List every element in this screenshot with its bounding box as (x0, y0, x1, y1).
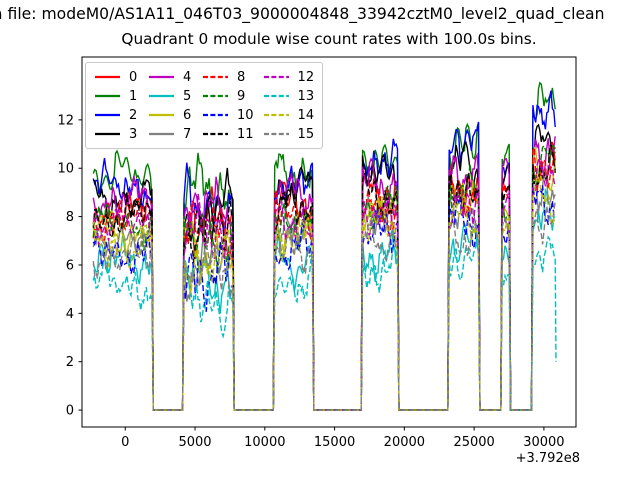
series-line-12 (93, 158, 556, 411)
series-line-5 (92, 187, 556, 411)
legend-label: 10 (237, 107, 254, 123)
legend-line-swatch-icon (149, 94, 174, 98)
series-line-9 (92, 144, 556, 411)
legend-line-swatch-icon (95, 94, 120, 98)
x-tick-label: 30000 (523, 435, 564, 450)
y-tick-label: 2 (66, 355, 74, 370)
legend-label: 13 (297, 88, 315, 104)
legend-label: 5 (183, 88, 192, 104)
series-line-4 (92, 136, 556, 411)
series-line-7 (92, 170, 556, 411)
legend-label: 12 (297, 69, 315, 85)
legend-label: 3 (129, 126, 138, 142)
legend-column: 0 1 2 3 (94, 68, 139, 143)
series-line-11 (92, 143, 556, 411)
x-tick-label: 0 (121, 435, 129, 450)
legend-line-swatch-icon (263, 94, 289, 98)
legend-line-swatch-icon (263, 132, 289, 136)
legend-line-swatch-icon (263, 75, 289, 79)
legend-item-13: 13 (263, 87, 315, 105)
legend-line-swatch-icon (149, 132, 174, 136)
x-tick-label: 20000 (384, 435, 425, 450)
y-axis: 0 2 4 6 8 10 12 (57, 113, 82, 419)
legend-item-15: 15 (263, 125, 315, 143)
x-tick-label: 15000 (314, 435, 355, 450)
legend-label: 4 (183, 69, 192, 85)
legend-label: 1 (129, 88, 138, 104)
series-lines (92, 81, 557, 411)
legend-label: 8 (237, 69, 246, 85)
legend-line-swatch-icon (203, 94, 228, 98)
axes-title: Quadrant 0 module wise count rates with … (121, 30, 537, 48)
legend-item-3: 3 (94, 125, 139, 143)
legend-column: 12 13 14 15 (263, 68, 315, 143)
legend-line-swatch-icon (95, 132, 120, 136)
legend-column: 8 9 10 11 (202, 68, 254, 143)
y-tick-label: 6 (66, 258, 74, 273)
legend-item-6: 6 (148, 106, 193, 124)
series-line-10 (92, 185, 556, 411)
x-axis: 0 5000 10000 15000 20000 25000 30000+3.792e8 (121, 427, 580, 466)
x-axis-offset-label: +3.792e8 (516, 451, 580, 466)
x-tick-label: 25000 (453, 435, 494, 450)
legend-item-2: 2 (94, 106, 139, 124)
legend-item-1: 1 (94, 87, 139, 105)
legend-line-swatch-icon (95, 113, 120, 117)
figure-suptitle: a file: modeM0/AS1A11_046T03_9000004848_… (0, 5, 605, 23)
series-line-14 (92, 175, 556, 411)
legend-line-swatch-icon (95, 75, 120, 79)
legend: 0 1 2 3 4 5 6 7 8 9 10 11 12 13 14 15 (85, 62, 324, 149)
legend-item-9: 9 (202, 87, 254, 105)
legend-label: 0 (129, 69, 138, 85)
legend-label: 2 (129, 107, 138, 123)
axes-spines (81, 56, 577, 428)
series-line-8 (92, 147, 556, 411)
legend-label: 14 (297, 107, 315, 123)
y-tick-label: 8 (66, 210, 74, 225)
legend-label: 9 (237, 88, 246, 104)
y-tick-label: 12 (57, 113, 74, 128)
legend-item-0: 0 (94, 68, 139, 86)
legend-item-5: 5 (148, 87, 193, 105)
series-line-0 (92, 141, 556, 411)
legend-item-10: 10 (202, 106, 254, 124)
y-tick-label: 4 (66, 307, 74, 322)
series-line-15 (92, 201, 556, 411)
legend-item-11: 11 (202, 125, 254, 143)
legend-line-swatch-icon (149, 113, 174, 117)
x-tick-label: 10000 (244, 435, 285, 450)
series-line-6 (92, 146, 556, 411)
legend-line-swatch-icon (263, 113, 289, 117)
legend-label: 6 (183, 107, 192, 123)
legend-line-swatch-icon (203, 75, 228, 79)
legend-label: 15 (297, 126, 315, 142)
legend-item-7: 7 (148, 125, 193, 143)
legend-label: 7 (183, 126, 192, 142)
legend-item-14: 14 (263, 106, 315, 124)
legend-column: 4 5 6 7 (148, 68, 193, 143)
legend-line-swatch-icon (203, 132, 228, 136)
x-tick-label: 5000 (178, 435, 211, 450)
legend-item-4: 4 (148, 68, 193, 86)
legend-line-swatch-icon (203, 113, 228, 117)
y-tick-label: 10 (57, 162, 74, 177)
legend-item-8: 8 (202, 68, 254, 86)
y-tick-label: 0 (66, 404, 74, 419)
legend-line-swatch-icon (149, 75, 174, 79)
legend-label: 11 (237, 126, 254, 142)
series-line-3 (92, 123, 556, 411)
legend-item-12: 12 (263, 68, 315, 86)
series-line-13 (92, 233, 557, 411)
